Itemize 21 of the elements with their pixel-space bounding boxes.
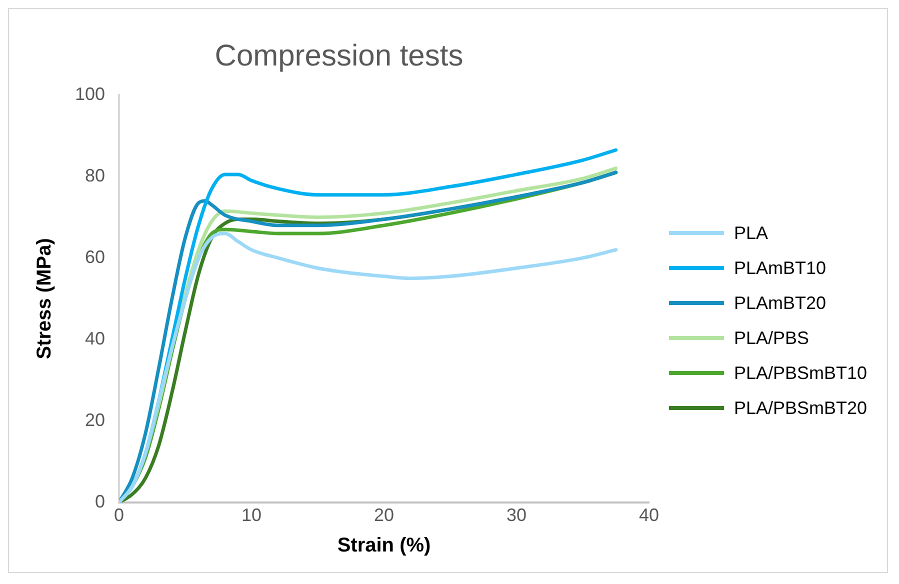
legend-label: PLAmBT10 xyxy=(734,258,826,278)
chart-title: Compression tests xyxy=(214,39,464,72)
y-tick-label: 80 xyxy=(85,165,106,186)
x-tick-label: 40 xyxy=(638,505,660,526)
legend-label: PLA xyxy=(734,222,768,244)
legend-label: PLA/PBS xyxy=(734,328,810,348)
x-axis-title: Strain (%) xyxy=(337,534,431,557)
line-series xyxy=(119,232,618,502)
legend-label: PLAmBT20 xyxy=(734,292,826,314)
y-tick-label: 20 xyxy=(85,410,106,430)
legend-label: PLA/PBSmBT10 xyxy=(734,362,868,384)
y-tick-label: 0 xyxy=(95,491,106,512)
legend-label: PLA/PBSmBT20 xyxy=(734,398,868,418)
x-tick-label: 10 xyxy=(242,505,262,526)
y-axis-title: Stress (MPa) xyxy=(34,238,56,360)
y-tick-label: 100 xyxy=(74,84,106,104)
x-tick-label: 20 xyxy=(374,505,394,526)
y-tick-label: 60 xyxy=(85,246,106,267)
x-tick-label: 0 xyxy=(114,505,124,526)
x-tick-label: 30 xyxy=(506,505,527,526)
y-tick-label: 40 xyxy=(85,328,106,348)
